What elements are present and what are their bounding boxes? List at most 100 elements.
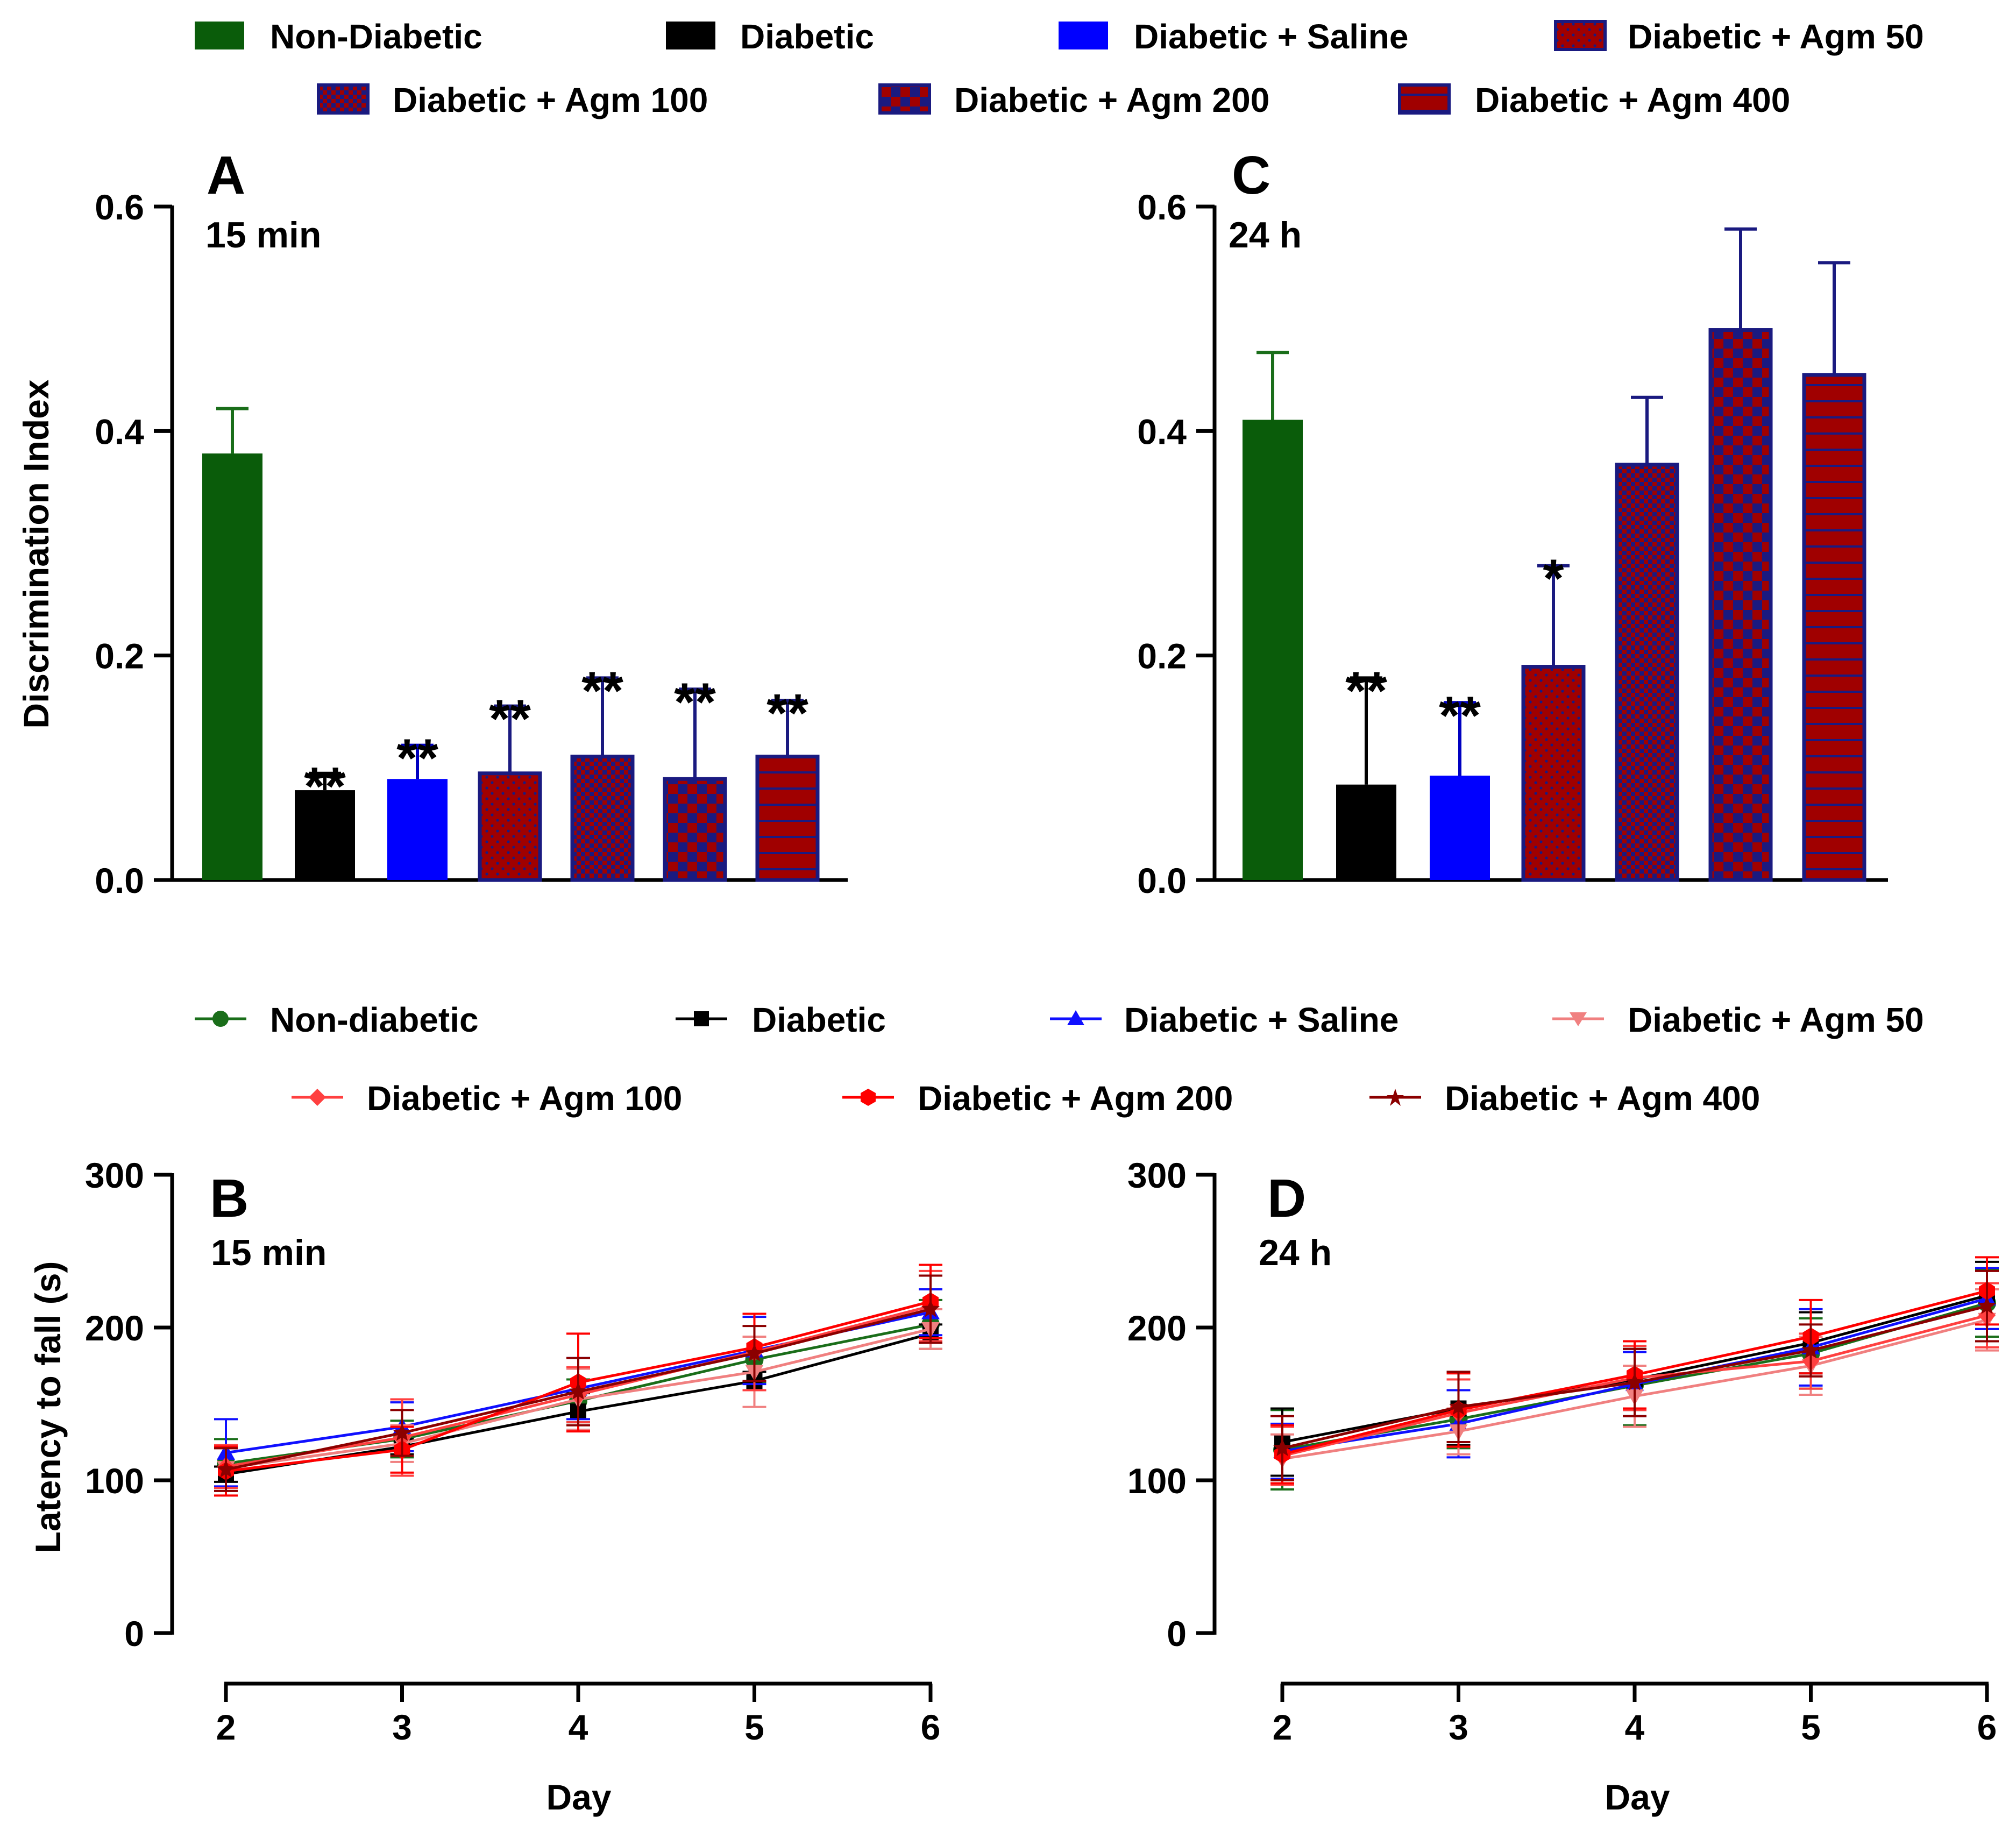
bar	[755, 754, 820, 882]
y-tick-label: 0.0	[1137, 861, 1187, 900]
axes: 0 100 200 300 2 3 4 5 6	[1127, 1155, 1997, 1747]
panel-d: D 24 h Day 0 100 200 300 2 3 4 5 6	[1127, 1155, 1999, 1817]
bar	[1243, 420, 1303, 880]
bar	[663, 777, 727, 882]
significance-label: **	[304, 756, 346, 817]
legend-swatch-agm100	[317, 83, 370, 115]
legend-label: Non-Diabetic	[270, 17, 482, 56]
line-legend-item[interactable]: Diabetic + Agm 200	[842, 1079, 1233, 1118]
x-tick-label: 4	[1625, 1707, 1645, 1747]
line-legend-item[interactable]: Diabetic + Saline	[1050, 1000, 1399, 1039]
legend-marker-circle	[212, 1011, 229, 1027]
legend-swatch-non-diabetic	[195, 22, 244, 49]
line-legend: Non-diabetic Diabetic Diabetic + Saline …	[195, 1000, 1924, 1118]
legend-label: Diabetic + Agm 50	[1628, 17, 1924, 56]
significance-label: **	[1439, 685, 1481, 746]
bar-legend-item[interactable]: Non-Diabetic	[195, 17, 482, 56]
line-legend-item[interactable]: Diabetic	[676, 1000, 886, 1039]
series	[1270, 1256, 1999, 1491]
y-tick-label: 0.2	[1137, 636, 1187, 676]
series-group	[214, 1274, 942, 1492]
x-tick-label: 3	[1449, 1707, 1468, 1747]
panel-letter: A	[207, 145, 245, 205]
bars: ** ** ** ** ** **	[202, 407, 820, 882]
y-tick-label: 0.4	[1137, 411, 1187, 451]
y-tick-label: 300	[85, 1155, 144, 1195]
panel-letter: D	[1267, 1168, 1306, 1229]
y-axis-title: Discrimination Index	[16, 379, 56, 728]
point	[921, 1299, 940, 1317]
y-tick-label: 0.6	[1137, 187, 1187, 227]
significance-label: **	[1345, 661, 1387, 721]
bar	[1708, 328, 1773, 882]
axes: 0.0 0.2 0.4 0.6	[95, 187, 848, 900]
bar	[478, 771, 542, 882]
x-tick-label: 5	[1801, 1707, 1821, 1747]
x-tick-label: 4	[569, 1707, 588, 1747]
bar-legend-item[interactable]: Diabetic + Agm 50	[1554, 17, 1924, 56]
y-tick-label: 0.0	[95, 861, 144, 900]
axes: 0 100 200 300 2 3 4 5 6	[85, 1155, 940, 1747]
legend-swatch-agm200	[878, 83, 931, 115]
line-legend-item[interactable]: Diabetic + Agm 50	[1552, 1000, 1924, 1039]
bar	[1802, 373, 1866, 882]
significance-label: **	[766, 683, 808, 743]
bar	[295, 790, 355, 880]
significance-label: **	[581, 661, 623, 721]
legend-label: Diabetic + Agm 100	[367, 1079, 682, 1118]
panel-subtitle: 15 min	[205, 215, 321, 256]
bar-legend-item[interactable]: Diabetic + Agm 400	[1398, 81, 1790, 119]
legend-label: Diabetic + Agm 100	[393, 81, 708, 119]
y-tick-label: 100	[1127, 1461, 1187, 1501]
significance-label: **	[489, 689, 531, 749]
legend-label: Diabetic + Saline	[1134, 17, 1408, 56]
bar-legend-item[interactable]: Diabetic + Agm 200	[878, 81, 1269, 119]
significance-label: *	[1543, 549, 1564, 609]
legend-marker-triangle-down	[1570, 1012, 1587, 1026]
point	[745, 1344, 764, 1361]
x-axis-title: Day	[1605, 1777, 1670, 1817]
bar-legend-item[interactable]: Diabetic	[666, 17, 874, 56]
legend-marker-square	[694, 1011, 709, 1026]
legend-label: Diabetic + Agm 400	[1445, 1079, 1760, 1118]
bar	[1615, 463, 1679, 882]
x-tick-label: 2	[1273, 1707, 1293, 1747]
legend-label: Diabetic + Saline	[1124, 1000, 1399, 1039]
y-tick-label: 0.4	[95, 411, 144, 451]
x-tick-label: 6	[921, 1707, 941, 1747]
legend-label: Non-diabetic	[270, 1000, 479, 1039]
x-tick-label: 3	[392, 1707, 412, 1747]
panel-subtitle: 15 min	[211, 1232, 326, 1273]
legend-label: Diabetic + Agm 200	[918, 1079, 1233, 1118]
y-axis-title: Latency to fall (s)	[28, 1261, 68, 1553]
point	[569, 1382, 588, 1400]
panel-subtitle: 24 h	[1229, 215, 1302, 256]
legend-marker-hexagon	[861, 1089, 876, 1106]
bar	[202, 453, 262, 880]
bar	[387, 779, 448, 880]
panel-b: B 15 min Latency to fall (s) Day 0 100 200…	[28, 1155, 942, 1817]
bar	[1336, 784, 1396, 880]
x-axis-title: Day	[546, 1777, 611, 1817]
point	[1625, 1373, 1644, 1390]
line-legend-item[interactable]: Diabetic + Agm 400	[1369, 1079, 1760, 1118]
line-legend-item[interactable]: Non-diabetic	[195, 1000, 479, 1039]
bars: ** ***	[1243, 227, 1866, 882]
bar	[1521, 665, 1586, 882]
y-tick-label: 200	[85, 1308, 144, 1348]
point	[393, 1423, 411, 1441]
panel-a: A 15 min Discrimination Index 0.00.20.40…	[16, 145, 848, 900]
bar	[1430, 775, 1490, 880]
legend-label: Diabetic + Agm 400	[1475, 81, 1790, 119]
y-tick-label: 100	[85, 1461, 144, 1501]
panel-letter: B	[210, 1168, 249, 1229]
point	[1273, 1438, 1292, 1456]
bar-legend-item[interactable]: Diabetic + Agm 100	[317, 81, 708, 119]
legend-marker-star	[1387, 1089, 1404, 1106]
y-tick-label: 0	[1167, 1614, 1187, 1653]
y-tick-label: 200	[1127, 1308, 1187, 1348]
bar-legend-item[interactable]: Diabetic + Saline	[1059, 17, 1408, 56]
legend-label: Diabetic	[740, 17, 874, 56]
line-legend-item[interactable]: Diabetic + Agm 100	[292, 1079, 682, 1118]
